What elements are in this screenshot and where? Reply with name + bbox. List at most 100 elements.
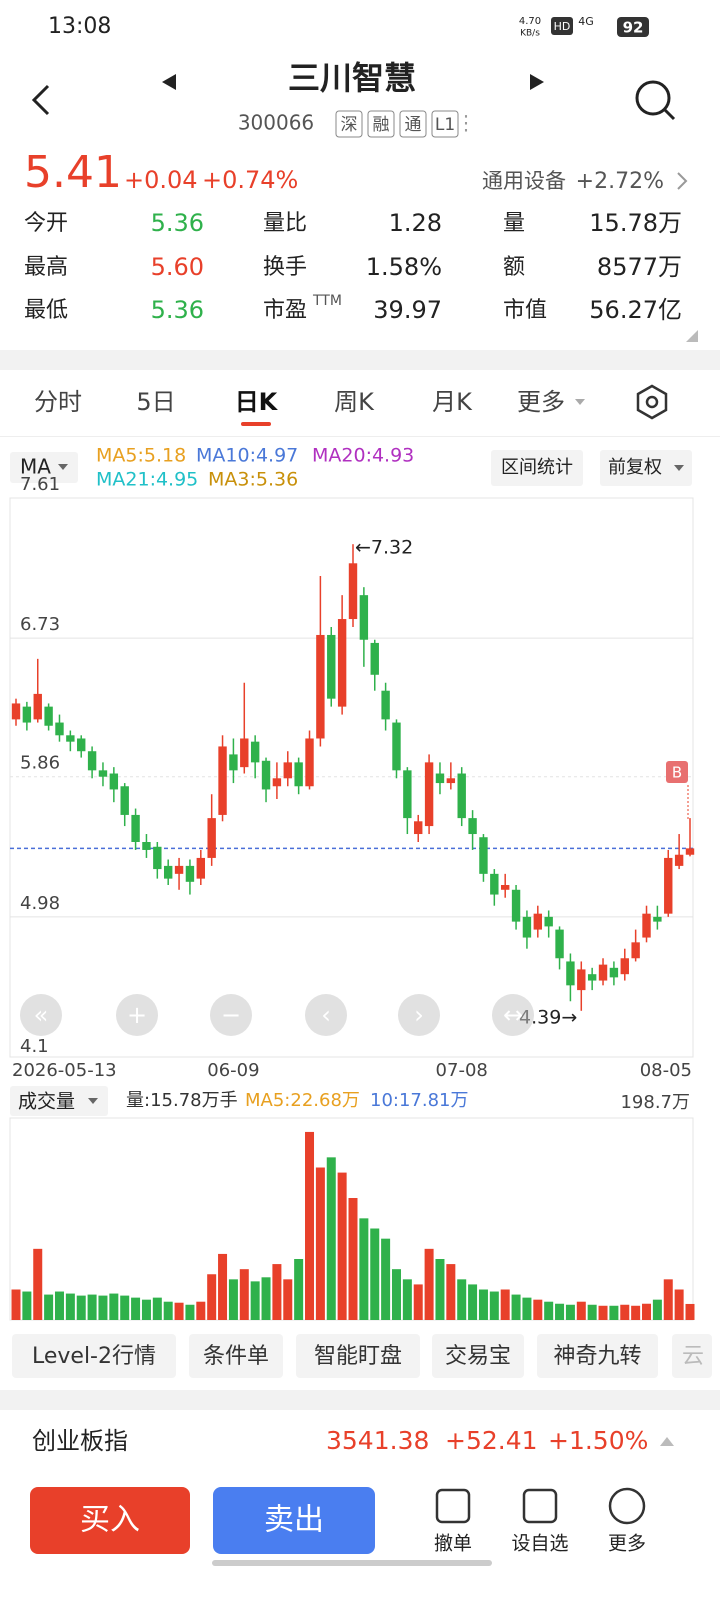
chart-nav-button[interactable] xyxy=(210,994,252,1036)
index-expand[interactable] xyxy=(660,1437,674,1446)
buy-marker-text: B xyxy=(672,764,682,782)
hd-badge xyxy=(551,17,573,35)
stat-value: 8577万 xyxy=(597,253,682,281)
sell-button[interactable] xyxy=(213,1487,375,1554)
net-speed: 4.70 xyxy=(519,16,541,27)
price-change-pct: +0.74% xyxy=(202,166,298,194)
back-button[interactable] xyxy=(31,84,50,116)
candle-body xyxy=(359,595,369,640)
button-caret xyxy=(674,465,684,471)
settings-icon[interactable] xyxy=(636,384,668,420)
index-change-pct: +1.50% xyxy=(548,1426,648,1455)
badge-text: L1 xyxy=(435,115,455,135)
prev-stock[interactable] xyxy=(162,74,176,90)
chart-nav-button[interactable] xyxy=(20,994,62,1036)
candle-body xyxy=(479,837,488,874)
next-stock[interactable] xyxy=(530,74,544,90)
battery-level: 92 xyxy=(623,19,644,37)
sector-name[interactable]: 通用设备 xyxy=(482,169,566,193)
chart-nav-button[interactable] xyxy=(398,994,440,1036)
clock: 13:08 xyxy=(48,14,111,39)
y-tick-label: 7.61 xyxy=(20,474,60,495)
period-tab[interactable]: 月K xyxy=(432,388,473,416)
tool-chip[interactable] xyxy=(189,1334,283,1378)
sector-change: +2.72% xyxy=(576,169,664,194)
more-caret xyxy=(575,399,585,405)
period-tab[interactable]: 5日 xyxy=(136,388,175,416)
chart-nav-button[interactable] xyxy=(305,994,347,1036)
search-handle xyxy=(663,108,676,121)
volume-bar xyxy=(500,1289,510,1320)
candle-body xyxy=(240,738,249,768)
volume-bar xyxy=(402,1279,412,1320)
tool-chip-label: 神奇九转 xyxy=(553,1344,641,1369)
tool-chip[interactable] xyxy=(296,1334,420,1378)
chart-button[interactable] xyxy=(491,450,583,486)
buy-marker xyxy=(666,761,688,783)
tool-chip[interactable] xyxy=(672,1334,712,1378)
action-icon[interactable] xyxy=(435,1488,471,1524)
indicator-caret xyxy=(58,464,68,470)
period-tab[interactable]: 更多 xyxy=(517,388,565,416)
volume-bar xyxy=(98,1295,108,1320)
candle-body xyxy=(316,634,325,739)
tool-chip[interactable] xyxy=(432,1334,524,1378)
tool-chip[interactable] xyxy=(12,1334,176,1378)
candle-body xyxy=(33,693,42,720)
expand-corner[interactable] xyxy=(686,330,698,342)
chart-nav-button[interactable] xyxy=(492,994,534,1036)
price-change: +0.04 xyxy=(124,166,198,194)
ma-legend: MA3:5.36 xyxy=(208,469,298,491)
volume-bar xyxy=(44,1294,54,1320)
volume-bar xyxy=(239,1269,249,1320)
stat-value: 56.27亿 xyxy=(589,296,682,324)
candle-body xyxy=(685,848,695,855)
tool-chip[interactable] xyxy=(537,1334,658,1378)
chart-button[interactable] xyxy=(600,450,692,486)
chart-nav-button[interactable] xyxy=(116,994,158,1036)
stat-value: 39.97 xyxy=(373,296,442,324)
candle-body xyxy=(511,889,521,922)
volume-bar xyxy=(381,1238,391,1320)
index-value: 3541.38 xyxy=(326,1426,429,1455)
candle-body xyxy=(674,854,684,866)
candle-body xyxy=(196,857,206,879)
settings-icon-core xyxy=(645,395,659,409)
period-tab[interactable]: 周K xyxy=(334,388,375,416)
volume-bar xyxy=(76,1295,86,1320)
volume-max: 198.7万 xyxy=(620,1092,690,1113)
volume-bar xyxy=(185,1304,195,1320)
tool-chip-label: 云 xyxy=(682,1344,704,1369)
volume-bar xyxy=(131,1297,141,1320)
volume-bar xyxy=(489,1291,499,1320)
period-tab[interactable]: 日K xyxy=(235,388,279,416)
badge xyxy=(399,110,427,138)
buy-button[interactable] xyxy=(30,1487,190,1554)
period-tab[interactable]: 分时 xyxy=(34,388,82,416)
action-icon[interactable] xyxy=(522,1488,558,1524)
stat-label: 市盈 xyxy=(263,298,307,323)
stat-value: 1.58% xyxy=(366,253,442,281)
tool-chip-label: 交易宝 xyxy=(445,1344,511,1369)
y-tick-label: 4.98 xyxy=(20,893,60,914)
volume-select[interactable] xyxy=(10,1086,108,1116)
volume-bar xyxy=(446,1264,456,1320)
candle-body xyxy=(305,738,314,787)
volume-bar xyxy=(141,1299,151,1320)
volume-legend: MA5:22.68万 xyxy=(245,1090,360,1111)
separator xyxy=(0,350,720,370)
last-price: 5.41 xyxy=(24,147,122,198)
badge-text: 通 xyxy=(405,115,422,135)
action-icon[interactable] xyxy=(608,1487,646,1525)
tool-chip-label: 条件单 xyxy=(203,1344,269,1369)
net-speed-unit: KB/s xyxy=(520,29,540,39)
candle-body xyxy=(577,969,586,991)
volume-bar xyxy=(272,1264,282,1320)
tool-chip-label: 智能盯盘 xyxy=(314,1344,402,1369)
candle-body xyxy=(66,735,75,742)
candle-body xyxy=(109,773,119,790)
chart-button-label: 前复权 xyxy=(608,457,662,478)
indicator-select[interactable] xyxy=(10,452,78,483)
search-button[interactable] xyxy=(635,80,671,116)
